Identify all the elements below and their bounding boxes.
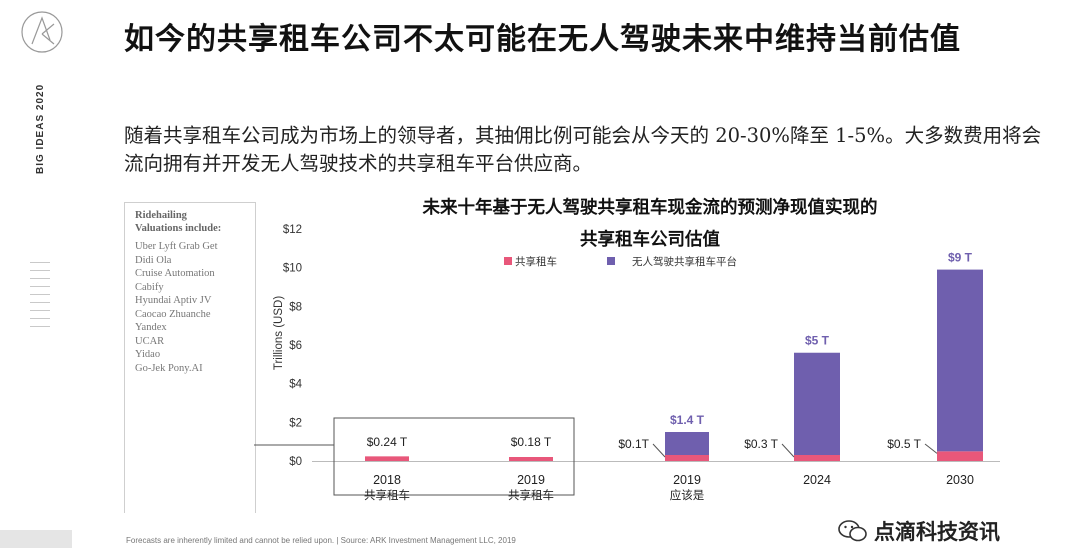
bar-ridehailing xyxy=(365,456,409,461)
watermark-text: 点滴科技资讯 xyxy=(874,520,1000,544)
x-tick-sublabel: 应该是 xyxy=(670,488,705,502)
wechat-icon xyxy=(838,520,867,542)
x-tick-label: 2024 xyxy=(803,473,831,487)
x-tick-sublabel: 共享租车 xyxy=(364,488,410,502)
company-item: Cruise Automation xyxy=(135,268,215,279)
y-tick-label: $12 xyxy=(283,224,302,236)
x-tick-label: 2019 xyxy=(517,473,545,487)
side-decoration xyxy=(30,262,50,334)
slide-subtitle: 随着共享租车公司成为市场上的领导者，其抽佣比例可能会从今天的 20-30%降至 … xyxy=(124,124,1042,175)
company-item: Yidao xyxy=(135,349,161,360)
companies-header-line1: Ridehailing xyxy=(135,210,187,221)
label-leader-line xyxy=(652,443,666,458)
company-item: Didi Ola xyxy=(135,254,172,266)
company-item: Yandex xyxy=(135,322,167,333)
company-item: UCAR xyxy=(135,335,165,347)
y-axis-label: Trillions (USD) xyxy=(273,296,285,370)
y-tick-label: $10 xyxy=(283,263,302,275)
label-leader-line xyxy=(924,443,938,454)
y-tick-label: $2 xyxy=(289,417,302,429)
footnote: Forecasts are inherently limited and can… xyxy=(126,536,516,545)
x-tick-label: 2018 xyxy=(373,473,401,487)
bar-autonomous xyxy=(794,352,840,455)
highlight-frame xyxy=(333,417,575,496)
bottom-corner-box xyxy=(0,530,72,548)
companies-box: Ridehailing Valuations include: Uber Lyf… xyxy=(124,202,256,513)
bar-autonomous xyxy=(937,269,983,452)
bar-ridehailing xyxy=(937,451,983,461)
company-item: Go-Jek Pony.AI xyxy=(135,362,203,374)
bar-total-label: $1.4 T xyxy=(670,413,705,427)
chart-title: 未来十年基于无人驾驶共享租车现金流的预测净现值实现的 共享租车公司估值 xyxy=(422,198,878,250)
x-tick-label: 2019 xyxy=(673,473,701,487)
legend-label-ridehailing: 共享租车 xyxy=(515,255,557,268)
bar-value-label: $0.5 T xyxy=(887,437,921,451)
bar-value-label: $0.3 T xyxy=(744,437,778,451)
legend-swatch-ridehailing xyxy=(504,257,512,265)
company-item: Cabify xyxy=(135,281,164,293)
label-leader-line xyxy=(781,443,795,458)
bar-ridehailing xyxy=(509,457,553,461)
bar-total-label: $5 T xyxy=(805,334,830,348)
bar-ridehailing xyxy=(665,455,709,461)
bar-ridehailing xyxy=(794,455,840,461)
slide-title: 如今的共享租车公司不太可能在无人驾驶未来中维持当前估值 xyxy=(124,22,961,57)
company-item: Caocao Zhuanche xyxy=(135,308,211,320)
y-tick-label: $0 xyxy=(289,456,302,468)
companies-header-line2: Valuations include: xyxy=(135,223,222,234)
x-tick-sublabel: 共享租车 xyxy=(508,488,554,502)
company-item: Hyundai Aptiv JV xyxy=(135,295,212,306)
legend-label-autonomous: 无人驾驶共享租车平台 xyxy=(632,255,737,268)
y-tick-label: $8 xyxy=(289,301,302,313)
legend-swatch-autonomous xyxy=(607,257,615,265)
bar-value-label: $0.18 T xyxy=(511,435,552,449)
y-tick-label: $6 xyxy=(289,340,302,352)
y-tick-label: $4 xyxy=(289,379,302,391)
bar-autonomous xyxy=(665,432,709,455)
x-tick-label: 2030 xyxy=(946,473,974,487)
company-item: Uber Lyft Grab Get xyxy=(135,241,218,252)
watermark: 点滴科技资讯 xyxy=(838,516,1000,546)
bar-total-label: $9 T xyxy=(948,251,973,265)
bar-value-label: $0.1T xyxy=(618,437,649,451)
bar-value-label: $0.24 T xyxy=(367,435,408,449)
ark-logo-icon xyxy=(21,11,63,53)
